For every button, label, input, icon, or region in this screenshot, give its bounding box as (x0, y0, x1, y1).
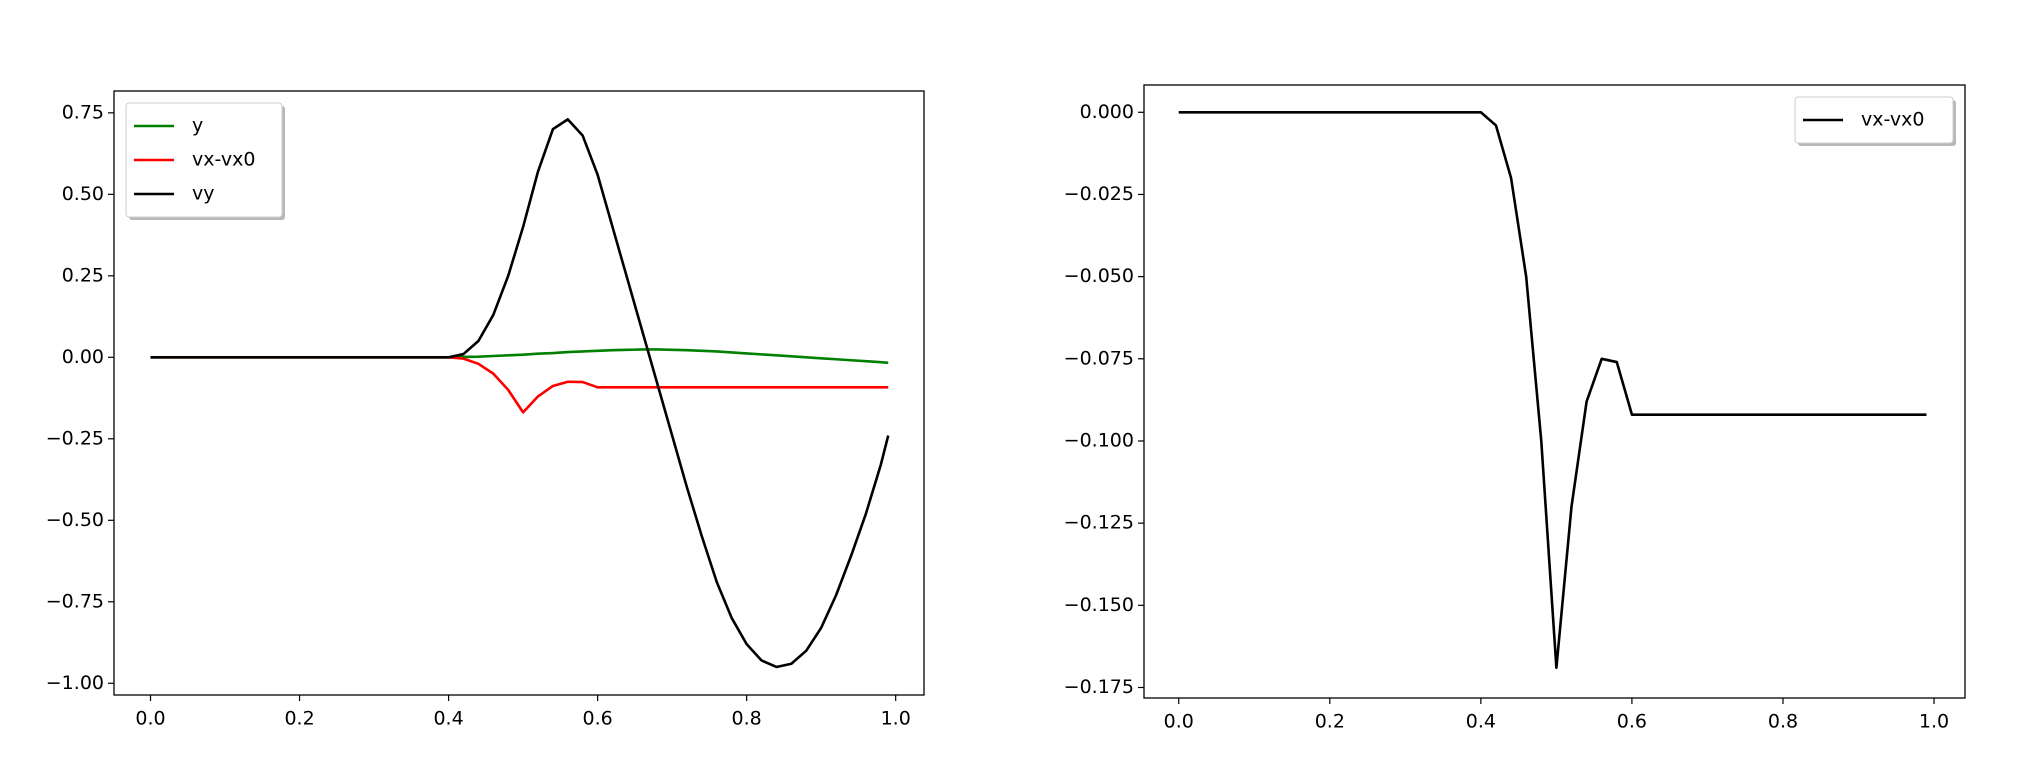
x-tick-label: 0.0 (135, 708, 165, 730)
x-tick-label: 0.8 (1768, 711, 1798, 733)
y-tick-label: −0.50 (46, 509, 104, 531)
y-tick-label: 0.25 (62, 264, 104, 286)
x-tick-label: 0.4 (1466, 711, 1496, 733)
chart: 0.0 0.2 0.4 0.6 0.8 1.0 −1.00 −0.75 −0.50 −0.25 0.… (46, 90, 925, 730)
x-tick-label: 0.8 (732, 708, 762, 730)
x-tick-label: 0.2 (1315, 711, 1345, 733)
legend-label: vy (192, 183, 215, 205)
y-tick-label: 0.50 (62, 183, 104, 205)
x-tick-label: 0.0 (1164, 711, 1194, 733)
legend: vx-vx0 (1794, 96, 1956, 146)
y-tick-label: −0.100 (1064, 429, 1134, 451)
x-tick-label: 1.0 (881, 708, 911, 730)
y-tick-label: −0.175 (1064, 676, 1134, 698)
data-line (150, 118, 890, 669)
y-tick-label: 0.75 (62, 101, 104, 123)
x-tick-label: 1.0 (1919, 711, 1949, 733)
plot-frame (1143, 84, 1966, 699)
y-tick-label: −0.050 (1064, 265, 1134, 287)
y-tick-label: 0.000 (1080, 101, 1134, 123)
legend-frame (125, 102, 283, 218)
chart: 0.0 0.2 0.4 0.6 0.8 1.0 −0.175 −0.150 −0.125 −0.1… (1064, 84, 1966, 733)
y-tick-label: 0.00 (62, 346, 104, 368)
y-tick-label: −0.125 (1064, 512, 1134, 534)
y-tick-label: −1.00 (46, 672, 104, 694)
legend-frame (1794, 96, 1954, 144)
y-tick-label: −0.75 (46, 590, 104, 612)
y-tick-label: −0.150 (1064, 594, 1134, 616)
x-tick-label: 0.2 (284, 708, 314, 730)
legend-label: y (192, 115, 203, 137)
y-tick-label: −0.075 (1064, 347, 1134, 369)
legend-label: vx-vx0 (1861, 109, 1924, 131)
data-line (1178, 110, 1927, 670)
x-tick-label: 0.6 (583, 708, 613, 730)
plot-frame (113, 90, 925, 696)
y-tick-label: −0.25 (46, 427, 104, 449)
legend-label: vx-vx0 (192, 149, 255, 171)
x-tick-label: 0.6 (1617, 711, 1647, 733)
y-tick-label: −0.025 (1064, 183, 1134, 205)
legend: y vx-vx0 vy (125, 102, 285, 220)
x-tick-label: 0.4 (433, 708, 463, 730)
data-line (150, 356, 889, 414)
